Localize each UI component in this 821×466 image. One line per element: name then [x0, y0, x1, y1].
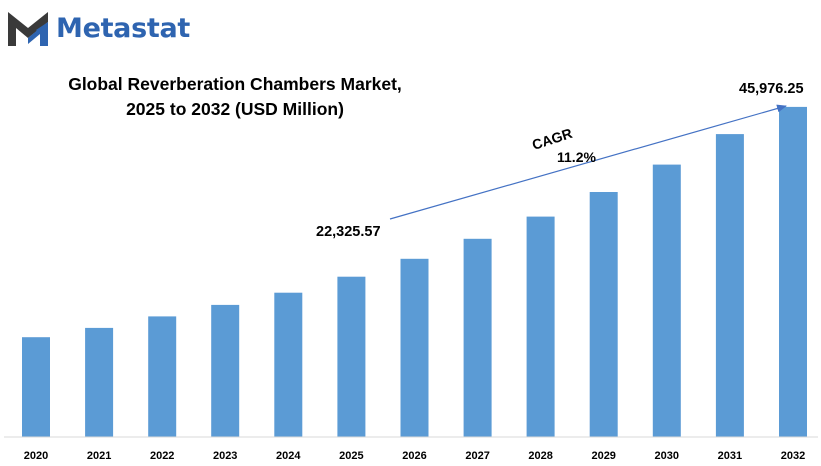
metastat-logo-icon — [8, 12, 48, 46]
bar-2031 — [715, 134, 744, 437]
x-tick-2032: 2032 — [781, 450, 805, 462]
x-tick-2020: 2020 — [24, 450, 48, 462]
bar-2023 — [211, 304, 240, 437]
chart-title-line-2: 2025 to 2032 (USD Million) — [126, 99, 344, 119]
x-tick-2031: 2031 — [718, 450, 742, 462]
bar-2030 — [652, 164, 681, 437]
cagr-value: 11.2% — [557, 149, 596, 165]
bar-2024 — [274, 292, 303, 437]
bar-series — [22, 106, 807, 438]
bar-2026 — [400, 258, 429, 437]
x-tick-2027: 2027 — [465, 450, 489, 462]
chart-title: Global Reverberation Chambers Market, 20… — [40, 72, 430, 122]
brand-logo: Metastat — [6, 8, 190, 48]
x-axis-tick-labels: 2020 2021 2022 2023 2024 2025 2026 2027 2028 2029… — [24, 450, 805, 462]
chart-title-line-1: Global Reverberation Chambers Market, — [68, 74, 402, 94]
x-tick-2026: 2026 — [402, 450, 426, 462]
bar-2027 — [463, 238, 492, 437]
x-tick-2028: 2028 — [528, 450, 552, 462]
x-tick-2022: 2022 — [150, 450, 174, 462]
bar-2022 — [148, 316, 177, 437]
x-tick-2025: 2025 — [339, 450, 363, 462]
bar-2032 — [779, 106, 807, 438]
bar-2021 — [85, 327, 114, 437]
bar-2029 — [589, 192, 618, 437]
bar-2025 — [337, 276, 366, 437]
x-tick-2021: 2021 — [87, 450, 111, 462]
x-tick-2024: 2024 — [276, 450, 301, 462]
bar-2028 — [526, 216, 555, 437]
cagr-arrow — [389, 104, 787, 220]
bar-2020 — [22, 337, 50, 437]
x-tick-2030: 2030 — [655, 450, 679, 462]
start-value-label: 22,325.57 — [316, 224, 381, 240]
x-tick-2023: 2023 — [213, 450, 237, 462]
brand-name: Metastat — [56, 12, 191, 44]
x-tick-2029: 2029 — [591, 450, 615, 462]
end-value-label: 45,976.25 — [739, 81, 804, 97]
